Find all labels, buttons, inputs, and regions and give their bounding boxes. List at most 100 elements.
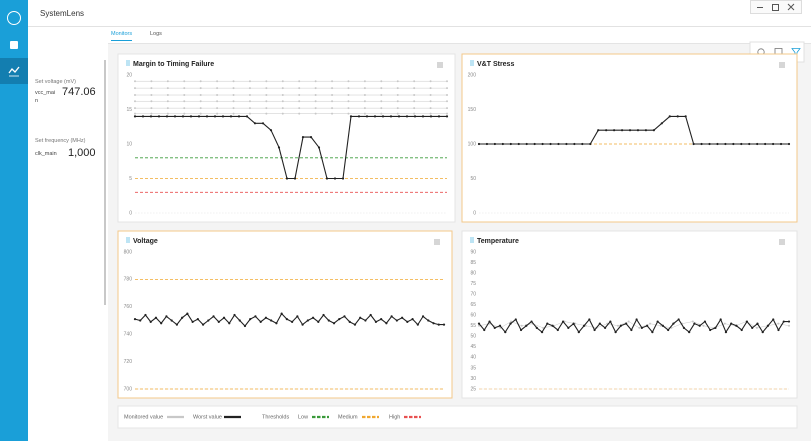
worst-point [787, 142, 791, 146]
close-button[interactable] [787, 3, 795, 11]
legend-group-label: Thresholds [262, 414, 289, 420]
worst-point [772, 142, 775, 146]
monitored-point [298, 100, 301, 103]
drag-handle-dot[interactable] [126, 239, 128, 241]
drag-handle-dot[interactable] [470, 62, 472, 64]
drag-handle-dot[interactable] [470, 239, 472, 241]
legend-label: Monitored value [124, 414, 163, 420]
drag-handle-dot[interactable] [128, 241, 130, 243]
y-tick-label: 700 [124, 386, 133, 392]
worst-point [277, 146, 281, 149]
home-icon[interactable] [7, 11, 21, 25]
monitored-point [429, 100, 432, 103]
worst-point [509, 322, 512, 325]
drag-handle-dot[interactable] [128, 60, 130, 62]
worst-point [724, 142, 727, 146]
drag-handle-dot[interactable] [472, 239, 474, 241]
drag-handle-dot[interactable] [126, 237, 128, 239]
y-tick-label: 80 [470, 270, 476, 276]
legend-bar [117, 405, 798, 429]
drag-handle-dot[interactable] [126, 62, 128, 64]
monitored-point [446, 100, 448, 103]
maximize-button[interactable] [772, 4, 779, 11]
nav-rail [0, 0, 28, 441]
worst-point [703, 320, 707, 323]
monitored-point [429, 80, 432, 83]
y-tick-label: 15 [126, 107, 132, 113]
monitored-point [183, 100, 186, 103]
scrollbar[interactable] [104, 60, 106, 305]
worst-point [682, 326, 686, 329]
y-tick-label: 35 [470, 365, 476, 371]
drag-handle-dot[interactable] [472, 241, 474, 243]
worst-point [317, 320, 320, 323]
drag-handle-dot[interactable] [126, 64, 128, 66]
monitored-point [363, 107, 366, 110]
drag-handle-dot[interactable] [128, 64, 130, 66]
monitored-point [281, 100, 284, 103]
box-icon[interactable] [10, 41, 18, 49]
monitored-point [298, 87, 301, 90]
worst-point [625, 322, 628, 325]
worst-point [343, 315, 346, 318]
tab[interactable]: Logs [150, 31, 162, 37]
drag-handle-dot[interactable] [472, 60, 474, 62]
monitored-point [429, 112, 432, 115]
worst-point [779, 142, 783, 146]
drag-handle-dot[interactable] [470, 64, 472, 66]
monitored-point [265, 94, 268, 97]
worst-point [364, 319, 367, 322]
worst-point [270, 319, 273, 322]
worst-point [385, 322, 388, 325]
chart-panel [461, 53, 798, 223]
worst-line [135, 115, 447, 180]
tab-active[interactable]: Monitors [111, 31, 133, 41]
monitored-point [134, 100, 136, 103]
drag-handle-dot[interactable] [128, 239, 130, 241]
worst-point [782, 320, 785, 323]
drag-handle-dot[interactable] [128, 237, 130, 239]
worst-point [306, 319, 309, 322]
worst-point [732, 142, 735, 146]
y-tick-label: 85 [470, 260, 476, 266]
window-controls [750, 0, 802, 14]
drag-handle-dot[interactable] [128, 62, 130, 64]
monitor-nav-active[interactable] [0, 58, 28, 84]
worst-point [165, 315, 168, 318]
monitor-icon [8, 66, 20, 77]
monitored-point [649, 322, 652, 325]
monitored-point [396, 94, 399, 97]
monitored-point [298, 112, 301, 115]
monitored-point [331, 94, 334, 97]
worst-point [229, 115, 233, 118]
monitored-point [446, 80, 448, 83]
setting-name: clk_main [35, 151, 57, 157]
drag-handle-dot[interactable] [472, 62, 474, 64]
monitored-point [281, 112, 284, 115]
worst-point [293, 177, 297, 180]
drag-handle-dot[interactable] [472, 237, 474, 239]
drag-handle-dot[interactable] [472, 64, 474, 66]
worst-point [688, 330, 691, 334]
worst-point [133, 318, 137, 321]
monitored-point [232, 80, 235, 83]
drag-handle-dot[interactable] [470, 241, 472, 243]
monitored-point [574, 322, 577, 325]
settings-panel: Set voltage (mV) vcc_main 747.06 Set fre… [28, 27, 108, 441]
worst-point [301, 136, 305, 139]
drag-handle-dot[interactable] [470, 237, 472, 239]
drag-handle-dot[interactable] [470, 60, 472, 62]
drag-handle-dot[interactable] [126, 241, 128, 243]
worst-point [581, 142, 584, 146]
monitored-point [134, 94, 136, 97]
worst-point [509, 142, 512, 146]
worst-point [170, 319, 173, 322]
worst-point [381, 115, 385, 118]
monitored-point [183, 87, 186, 90]
y-tick-label: 150 [468, 107, 477, 113]
y-tick-label: 100 [468, 141, 477, 147]
drag-handle-dot[interactable] [126, 60, 128, 62]
worst-point [205, 115, 209, 118]
worst-point [640, 326, 643, 329]
minimize-button[interactable] [757, 7, 763, 8]
